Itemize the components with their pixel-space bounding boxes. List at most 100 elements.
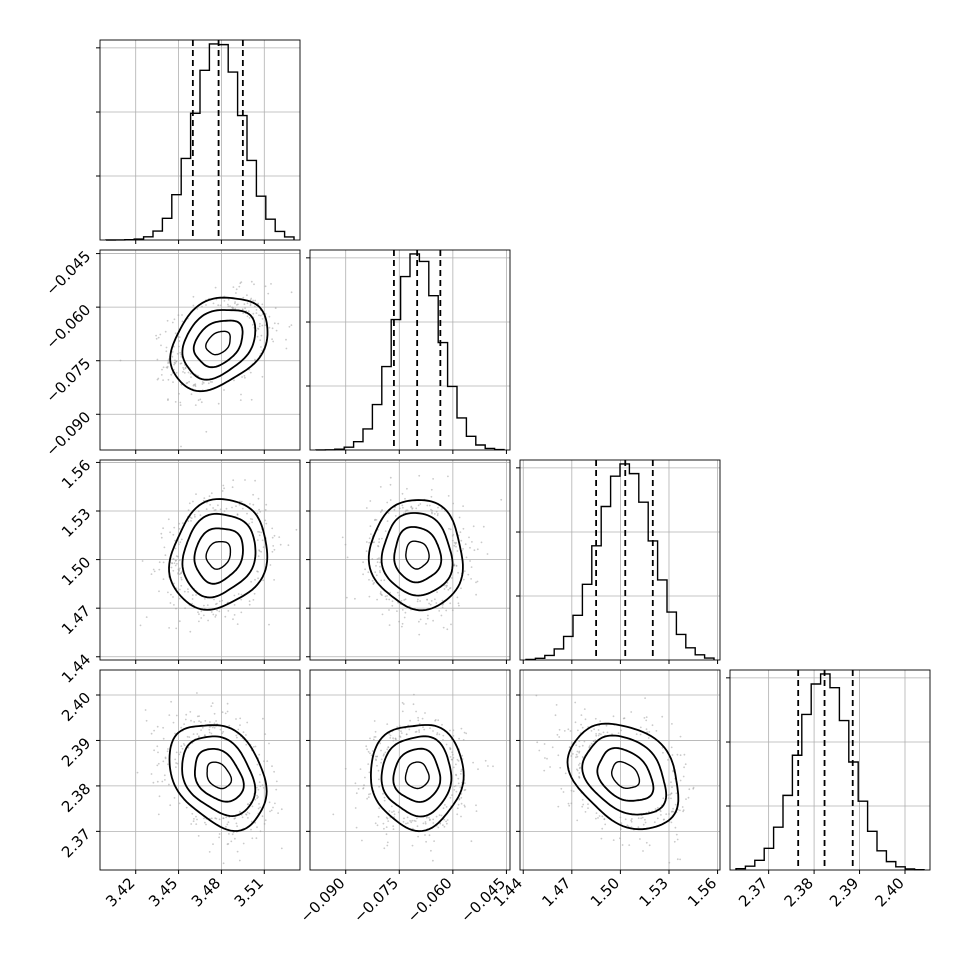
sample-point: [209, 721, 211, 723]
sample-point: [194, 404, 197, 406]
sample-point: [443, 588, 446, 590]
panel-background: [310, 460, 510, 660]
sample-point: [274, 307, 277, 309]
sample-point: [578, 775, 580, 778]
sample-point: [382, 792, 384, 795]
sample-point: [231, 506, 233, 509]
sample-point: [228, 833, 230, 835]
sample-point: [379, 561, 381, 564]
sample-point: [379, 570, 381, 572]
sample-point: [685, 798, 687, 800]
sample-point: [191, 812, 194, 815]
sample-point: [170, 700, 173, 703]
sample-point: [170, 593, 172, 596]
sample-point: [622, 717, 625, 720]
sample-point: [290, 324, 293, 326]
sample-point: [398, 507, 401, 510]
sample-point: [378, 785, 380, 788]
sample-point: [449, 796, 452, 799]
sample-point: [374, 822, 377, 825]
sample-point: [445, 609, 448, 612]
sample-point: [174, 401, 177, 403]
sample-point: [186, 735, 189, 738]
sample-point: [441, 508, 443, 510]
sample-point: [213, 712, 216, 715]
sample-point: [452, 729, 455, 732]
sample-point: [557, 805, 560, 808]
sample-point: [375, 759, 377, 762]
sample-point: [434, 719, 436, 722]
sample-point: [222, 817, 225, 820]
sample-point: [212, 302, 215, 305]
sample-point: [264, 819, 267, 822]
sample-point: [457, 803, 460, 806]
sample-point: [253, 283, 255, 286]
sample-point: [456, 550, 459, 552]
sample-point: [651, 724, 654, 727]
panel-background: [310, 670, 510, 870]
sample-point: [408, 728, 411, 731]
sample-point: [438, 733, 441, 736]
sample-point: [258, 508, 260, 511]
sample-point: [178, 802, 181, 805]
sample-point: [189, 711, 192, 713]
sample-point: [462, 578, 465, 581]
sample-point: [448, 527, 450, 530]
sample-point: [236, 514, 239, 516]
scatter-panel: [309, 459, 511, 661]
sample-point: [200, 729, 203, 731]
sample-point: [584, 811, 587, 813]
sample-point: [198, 613, 200, 616]
sample-point: [290, 291, 293, 294]
sample-point: [212, 507, 215, 509]
sample-point: [165, 346, 168, 349]
panel-frame: [99, 249, 301, 451]
sample-point: [188, 380, 191, 383]
sample-point: [671, 754, 674, 756]
sample-point: [576, 769, 579, 772]
y-tick-label: 2.37: [58, 825, 94, 861]
sample-points: [136, 692, 283, 865]
sample-point: [233, 594, 236, 597]
sample-point: [662, 818, 665, 821]
sample-point: [355, 792, 358, 795]
sample-point: [368, 771, 371, 774]
sample-point: [235, 822, 238, 825]
sample-point: [365, 507, 368, 509]
sample-point: [449, 748, 452, 750]
sample-point: [398, 729, 400, 731]
sample-point: [210, 817, 213, 820]
sample-point: [190, 520, 192, 522]
sample-point: [179, 751, 182, 754]
sample-point: [450, 623, 452, 626]
sample-point: [183, 744, 186, 747]
sample-point: [262, 546, 265, 549]
sample-point: [263, 760, 265, 763]
sample-point: [401, 492, 404, 495]
sample-point: [237, 593, 240, 595]
x-tick-label: 1.56: [684, 874, 720, 910]
sample-point: [252, 493, 255, 496]
sample-point: [223, 300, 226, 302]
sample-point: [646, 731, 649, 733]
sample-point: [180, 576, 183, 579]
sample-point: [215, 817, 218, 820]
sample-point: [145, 616, 148, 618]
sample-point: [367, 750, 370, 753]
sample-point: [575, 744, 578, 747]
panel-background: [520, 670, 720, 870]
sample-point: [679, 809, 681, 812]
sample-point: [157, 813, 160, 816]
sample-point: [393, 508, 396, 511]
sample-point: [256, 512, 259, 515]
sample-point: [446, 584, 448, 587]
sample-point: [195, 823, 198, 825]
sample-point: [205, 304, 207, 306]
sample-point: [543, 743, 546, 745]
sample-point: [173, 363, 176, 366]
sample-point: [272, 806, 274, 809]
sample-point: [244, 376, 246, 379]
sample-point: [455, 790, 458, 793]
sample-point: [179, 588, 181, 591]
sample-point: [454, 542, 457, 545]
